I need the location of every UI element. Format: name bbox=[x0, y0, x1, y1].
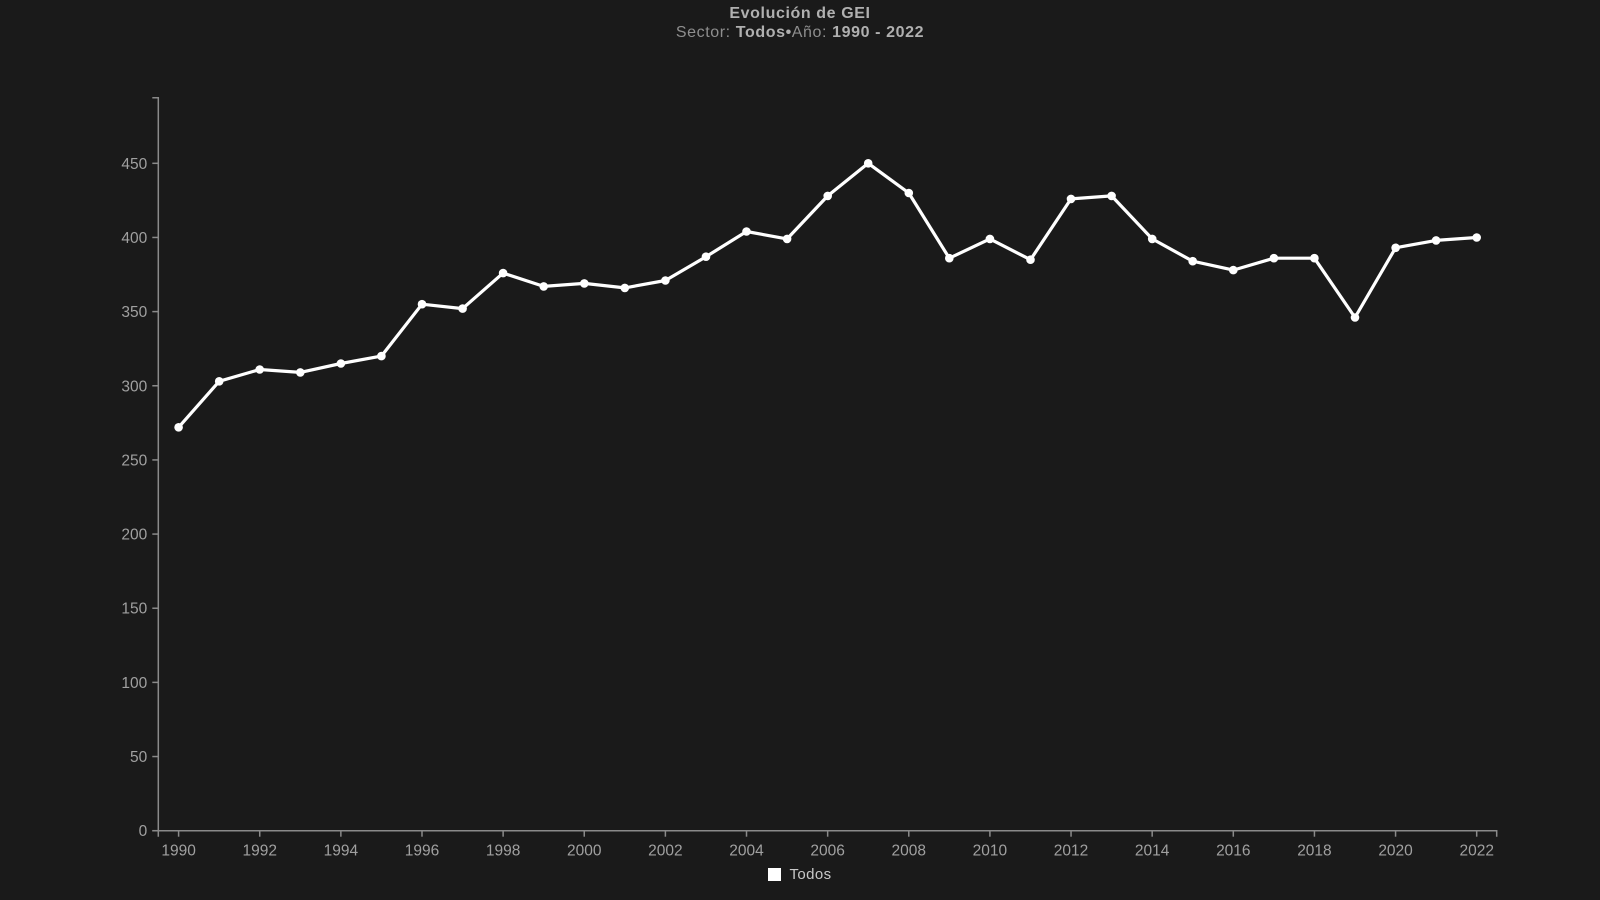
data-point-2010[interactable] bbox=[985, 234, 995, 244]
y-tick-label: 150 bbox=[121, 601, 147, 618]
data-point-2017[interactable] bbox=[1269, 253, 1279, 263]
subtitle-year-value: 1990 - 2022 bbox=[832, 24, 925, 41]
chart-subtitle: Sector: Todos•Año: 1990 - 2022 bbox=[0, 23, 1600, 42]
x-tick-label: 2010 bbox=[973, 843, 1008, 860]
data-point-2000[interactable] bbox=[580, 279, 589, 288]
subtitle-sector-value: Todos bbox=[735, 24, 786, 41]
x-tick-label: 1996 bbox=[405, 843, 439, 860]
y-tick-label: 200 bbox=[121, 527, 147, 544]
series-line-todos bbox=[177, 161, 1479, 429]
y-tick-label: 100 bbox=[121, 675, 147, 692]
data-point-2005[interactable] bbox=[782, 234, 792, 244]
x-tick-label: 1994 bbox=[324, 843, 359, 860]
data-point-2020[interactable] bbox=[1391, 243, 1400, 253]
data-point-2012[interactable] bbox=[1066, 194, 1076, 204]
data-point-1991[interactable] bbox=[214, 377, 224, 386]
x-tick-label: 1992 bbox=[242, 843, 276, 860]
data-point-2009[interactable] bbox=[945, 253, 954, 263]
data-point-1995[interactable] bbox=[377, 351, 386, 361]
data-point-2014[interactable] bbox=[1147, 234, 1157, 244]
chart-header: Evolución de GEI Sector: Todos•Año: 1990… bbox=[0, 4, 1600, 42]
x-tick-label: 2020 bbox=[1378, 843, 1413, 860]
data-point-2019[interactable] bbox=[1350, 313, 1360, 322]
legend-label: Todos bbox=[789, 866, 832, 883]
data-point-1999[interactable] bbox=[539, 282, 548, 291]
y-tick-label: 300 bbox=[121, 378, 147, 395]
data-point-1996[interactable] bbox=[417, 299, 427, 309]
x-tick-label: 2014 bbox=[1135, 843, 1170, 860]
x-tick-label: 1990 bbox=[161, 843, 196, 860]
chart-legend: Todos bbox=[0, 866, 1600, 883]
data-point-2011[interactable] bbox=[1026, 255, 1035, 264]
x-tick-label: 1998 bbox=[486, 843, 520, 860]
data-point-1997[interactable] bbox=[458, 304, 467, 313]
legend-item-todos[interactable]: Todos bbox=[768, 866, 831, 883]
data-point-2008[interactable] bbox=[904, 188, 914, 198]
data-point-2022[interactable] bbox=[1472, 233, 1481, 242]
data-point-1994[interactable] bbox=[336, 359, 346, 368]
data-point-1998[interactable] bbox=[498, 268, 508, 278]
x-tick-label: 2016 bbox=[1216, 843, 1250, 860]
y-tick-label: 0 bbox=[139, 823, 148, 840]
data-point-2003[interactable] bbox=[701, 252, 711, 261]
data-point-2004[interactable] bbox=[742, 227, 751, 236]
legend-swatch bbox=[768, 868, 782, 881]
x-tick-label: 2022 bbox=[1459, 843, 1493, 860]
data-point-2016[interactable] bbox=[1229, 265, 1238, 275]
subtitle-year-label: Año: bbox=[791, 24, 833, 41]
subtitle-separator: • bbox=[785, 24, 792, 41]
data-point-2002[interactable] bbox=[661, 276, 670, 285]
y-axis-line bbox=[152, 96, 160, 832]
y-tick-label: 50 bbox=[130, 749, 148, 766]
x-tick-label: 2002 bbox=[648, 843, 682, 860]
x-tick-label: 2004 bbox=[729, 843, 764, 860]
y-tick-label: 250 bbox=[121, 452, 147, 469]
data-point-2018[interactable] bbox=[1310, 253, 1319, 263]
data-point-1992[interactable] bbox=[255, 365, 264, 374]
data-point-2006[interactable] bbox=[823, 191, 832, 201]
x-tick-label: 2000 bbox=[567, 843, 602, 860]
data-point-2013[interactable] bbox=[1107, 191, 1116, 201]
data-point-1993[interactable] bbox=[296, 368, 305, 377]
data-point-1990[interactable] bbox=[174, 423, 183, 432]
data-point-2001[interactable] bbox=[620, 283, 630, 293]
x-tick-label: 2006 bbox=[810, 843, 844, 860]
data-point-2021[interactable] bbox=[1431, 236, 1441, 245]
data-point-2007[interactable] bbox=[863, 159, 873, 168]
chart-title: Evolución de GEI bbox=[729, 5, 871, 22]
x-tick-label: 2008 bbox=[892, 843, 926, 860]
y-tick-label: 400 bbox=[121, 230, 147, 247]
x-tick-label: 2018 bbox=[1297, 843, 1331, 860]
y-tick-label: 450 bbox=[121, 156, 147, 173]
data-point-2015[interactable] bbox=[1188, 256, 1197, 266]
x-tick-label: 2012 bbox=[1054, 843, 1088, 860]
subtitle-sector-label: Sector: bbox=[675, 24, 736, 41]
y-tick-label: 350 bbox=[121, 304, 147, 321]
